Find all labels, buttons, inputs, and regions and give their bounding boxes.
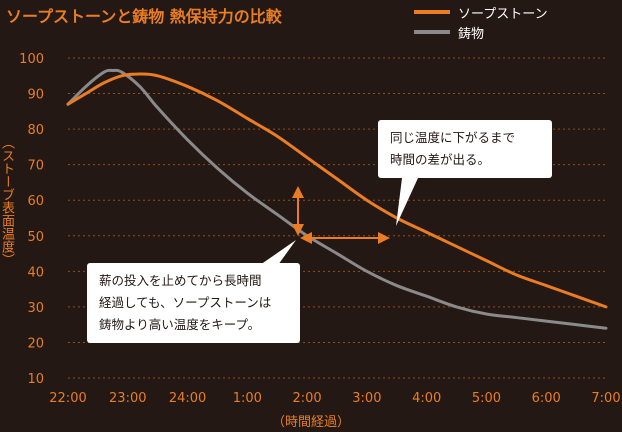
x-tick-label: 23:00 — [109, 391, 146, 406]
y-tick-label: 50 — [27, 230, 44, 245]
callout-bottom-line-2: 経過しても、ソープストーンは — [99, 295, 272, 310]
x-tick-label: 7:00 — [591, 391, 620, 406]
legend-swatch-cast-iron — [414, 30, 450, 34]
y-tick-label: 70 — [27, 159, 44, 174]
callout-top-pointer — [396, 178, 418, 226]
x-axis-label: （時間経過） — [271, 415, 350, 430]
legend: ソープストーン 鋳物 — [414, 2, 548, 42]
x-tick-label: 2:00 — [293, 391, 322, 406]
y-tick-label: 10 — [27, 372, 44, 387]
callout-time-difference: 同じ温度に下がるまで 時間の差が出る。 — [378, 120, 552, 178]
legend-item-cast-iron: 鋳物 — [414, 22, 548, 42]
x-tick-label: 3:00 — [352, 391, 381, 406]
callout-bottom-line-3: 鋳物より高い温度をキープ。 — [99, 317, 261, 332]
callout-heat-retention: 薪の投入を止めてから長時間 経過しても、ソープストーンは 鋳物より高い温度をキー… — [87, 263, 300, 343]
x-tick-label: 24:00 — [169, 391, 206, 406]
y-tick-label: 80 — [27, 123, 44, 138]
y-axis-label: （ストーブ表面温度） — [0, 136, 14, 266]
callout-top-line-2: 時間の差が出る。 — [390, 152, 491, 167]
y-tick-label: 20 — [27, 336, 44, 351]
legend-swatch-soapstone — [414, 10, 450, 14]
x-tick-label: 22:00 — [49, 391, 86, 406]
callout-top-line-1: 同じ温度に下がるまで — [390, 130, 516, 145]
y-tick-label: 60 — [27, 194, 44, 209]
chart-title: ソープストーンと鋳物 熱保持力の比較 — [6, 7, 282, 26]
x-tick-label: 1:00 — [233, 391, 262, 406]
callout-bottom-line-1: 薪の投入を止めてから長時間 — [99, 273, 262, 288]
y-tick-label: 100 — [19, 52, 44, 67]
y-tick-label: 40 — [27, 265, 44, 280]
y-tick-label: 90 — [27, 88, 44, 103]
legend-label-cast-iron: 鋳物 — [458, 26, 485, 42]
x-tick-label: 5:00 — [472, 391, 501, 406]
legend-label-soapstone: ソープストーン — [458, 6, 548, 22]
legend-item-soapstone: ソープストーン — [414, 2, 548, 22]
series-line-soapstone — [66, 72, 608, 309]
y-tick-label: 30 — [27, 301, 44, 316]
x-tick-label: 6:00 — [532, 391, 561, 406]
x-tick-label: 4:00 — [412, 391, 441, 406]
callout-bottom-pointer — [260, 240, 296, 265]
